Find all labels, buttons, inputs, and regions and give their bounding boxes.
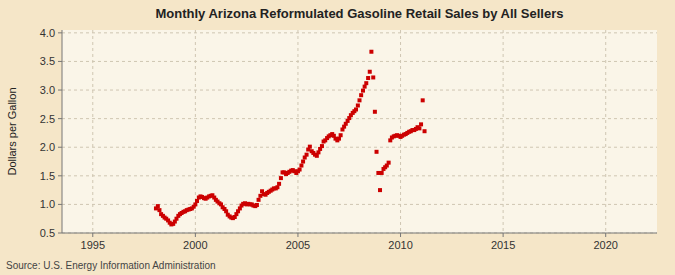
point bbox=[157, 208, 161, 212]
tick-mark bbox=[58, 147, 62, 148]
point bbox=[368, 70, 372, 74]
point bbox=[308, 145, 312, 149]
grid-line bbox=[92, 30, 93, 233]
tick-label: 1995 bbox=[81, 239, 105, 251]
source-note: Source: U.S. Energy Information Administ… bbox=[6, 260, 216, 271]
tick-label: 2005 bbox=[286, 239, 310, 251]
grid-line bbox=[62, 233, 657, 234]
grid-line bbox=[62, 118, 657, 119]
grid bbox=[62, 30, 657, 233]
tick-label: 1.0 bbox=[40, 198, 55, 210]
tick-label: 4.0 bbox=[40, 27, 55, 39]
point bbox=[301, 160, 305, 164]
tick-mark bbox=[297, 233, 298, 237]
tick-mark bbox=[58, 204, 62, 205]
point bbox=[224, 209, 228, 213]
point bbox=[358, 98, 362, 102]
tick-mark bbox=[503, 233, 504, 237]
point bbox=[298, 168, 302, 172]
point bbox=[378, 188, 382, 192]
point bbox=[277, 182, 281, 186]
point bbox=[356, 103, 360, 107]
grid-line bbox=[62, 32, 657, 33]
x-axis bbox=[62, 233, 657, 234]
plot-area bbox=[62, 30, 657, 233]
point bbox=[375, 150, 379, 154]
tick-mark bbox=[58, 175, 62, 176]
tick-label: 2000 bbox=[183, 239, 207, 251]
point bbox=[417, 126, 421, 130]
grid-line bbox=[400, 30, 401, 233]
point bbox=[387, 161, 391, 165]
ticks: 1995 2000 2005 2010 2015 2020 0.5 1.0 1.5 2.0 2.5 3… bbox=[40, 27, 618, 251]
point bbox=[366, 76, 370, 80]
grid-line bbox=[62, 90, 657, 91]
grid-line bbox=[62, 204, 657, 205]
point bbox=[373, 110, 377, 114]
tick-mark bbox=[400, 233, 401, 237]
point bbox=[275, 185, 279, 189]
tick-label: 2010 bbox=[388, 239, 412, 251]
point bbox=[421, 98, 425, 102]
title: Monthly Arizona Reformulated Gasoline Re… bbox=[156, 6, 564, 21]
point bbox=[316, 150, 320, 154]
point bbox=[419, 122, 423, 126]
grid-line bbox=[605, 30, 606, 233]
point bbox=[380, 171, 384, 175]
grid-line bbox=[62, 61, 657, 62]
point bbox=[339, 133, 343, 137]
point bbox=[369, 50, 373, 54]
chart: 1995 2000 2005 2010 2015 2020 0.5 1.0 1.5 2.0 2.5 3… bbox=[0, 0, 675, 275]
y-axis bbox=[62, 30, 63, 233]
tick-label: 2020 bbox=[593, 239, 617, 251]
grid-line bbox=[503, 30, 504, 233]
tick-label: 3.0 bbox=[40, 84, 55, 96]
point bbox=[371, 75, 375, 79]
tick-label: 3.5 bbox=[40, 55, 55, 67]
point bbox=[255, 203, 259, 207]
tick-mark bbox=[58, 118, 62, 119]
point bbox=[257, 198, 261, 202]
tick-label: 2.5 bbox=[40, 113, 55, 125]
point bbox=[354, 107, 358, 111]
tick-label: 2015 bbox=[491, 239, 515, 251]
point bbox=[337, 137, 341, 141]
point bbox=[363, 85, 367, 89]
tick-mark bbox=[195, 233, 196, 237]
grid-line bbox=[62, 175, 657, 176]
grid-line bbox=[297, 30, 298, 233]
tick-mark bbox=[58, 90, 62, 91]
tick-label: 0.5 bbox=[40, 227, 55, 239]
tick-mark bbox=[58, 32, 62, 33]
tick-mark bbox=[58, 233, 62, 234]
grid-line bbox=[62, 147, 657, 148]
point bbox=[279, 176, 283, 180]
point bbox=[364, 81, 368, 85]
tick-mark bbox=[605, 233, 606, 237]
tick-mark bbox=[58, 61, 62, 62]
point bbox=[156, 204, 160, 208]
axis-label: Dollars per Gallon bbox=[6, 87, 18, 175]
point bbox=[423, 129, 427, 133]
point bbox=[361, 89, 365, 93]
point bbox=[315, 154, 319, 158]
point bbox=[305, 153, 309, 157]
point bbox=[359, 93, 363, 97]
point bbox=[299, 164, 303, 168]
tick-mark bbox=[92, 233, 93, 237]
points bbox=[154, 50, 427, 227]
point bbox=[320, 144, 324, 148]
point bbox=[195, 199, 199, 203]
point bbox=[193, 202, 197, 206]
tick-label: 2.0 bbox=[40, 141, 55, 153]
background bbox=[0, 0, 675, 275]
tick-label: 1.5 bbox=[40, 170, 55, 182]
